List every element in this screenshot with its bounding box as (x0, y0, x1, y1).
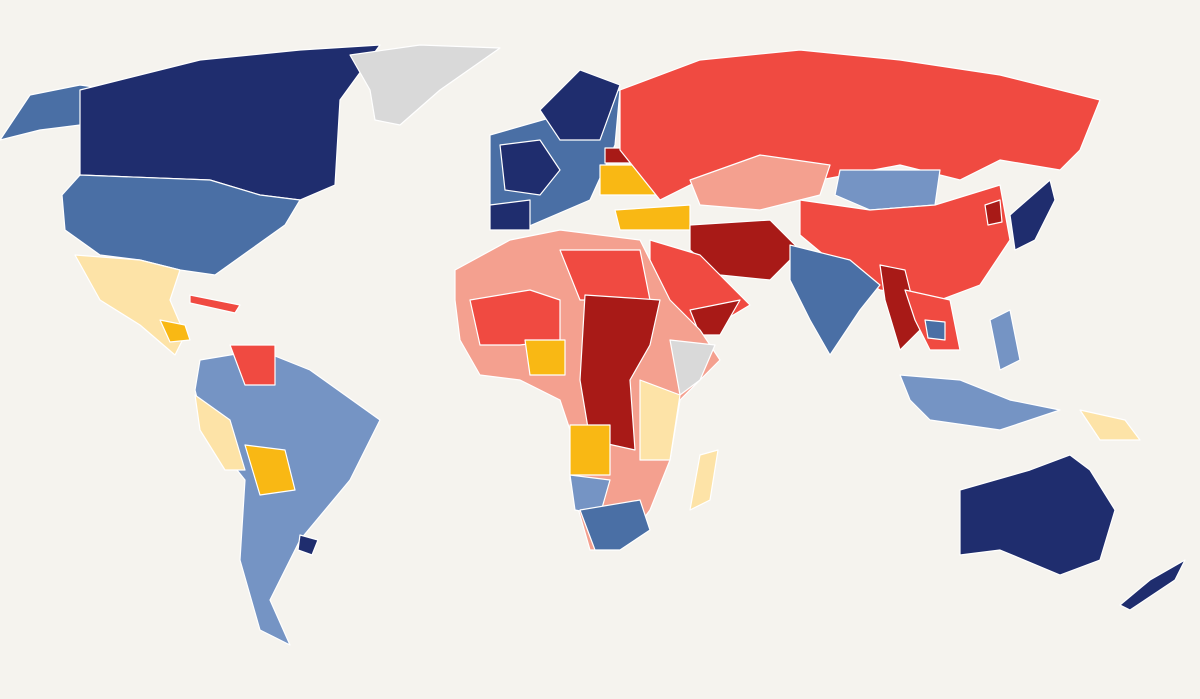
venezuela (229, 344, 276, 386)
peru-ecuador (194, 394, 246, 471)
kazakhstan (689, 154, 831, 211)
west-africa (469, 289, 561, 346)
indonesia (899, 374, 1061, 431)
uruguay (297, 534, 319, 556)
new-zealand (1119, 559, 1186, 611)
turkey (614, 204, 691, 231)
east-africa (639, 379, 681, 461)
iran-afghanistan (689, 219, 801, 281)
western-europe (499, 139, 561, 196)
central-america-yellow (159, 319, 191, 343)
india (789, 244, 881, 356)
cambodia (924, 319, 946, 341)
southeast-asia (904, 289, 961, 351)
myanmar (879, 264, 921, 351)
north-korea (984, 199, 1003, 226)
cuba (189, 294, 241, 314)
nigeria (524, 339, 566, 376)
australia (959, 454, 1116, 576)
japan (1009, 179, 1056, 251)
united-states (61, 174, 301, 276)
south-africa (579, 499, 651, 551)
sudan-drc (579, 294, 661, 451)
greenland (349, 44, 501, 126)
horn-of-africa (669, 339, 716, 396)
papua-new-guinea (1079, 409, 1141, 441)
philippines (989, 309, 1021, 371)
spain-portugal (489, 199, 531, 231)
scandinavia (539, 69, 621, 141)
angola (569, 424, 611, 476)
bolivia (244, 444, 296, 496)
madagascar (689, 449, 719, 511)
